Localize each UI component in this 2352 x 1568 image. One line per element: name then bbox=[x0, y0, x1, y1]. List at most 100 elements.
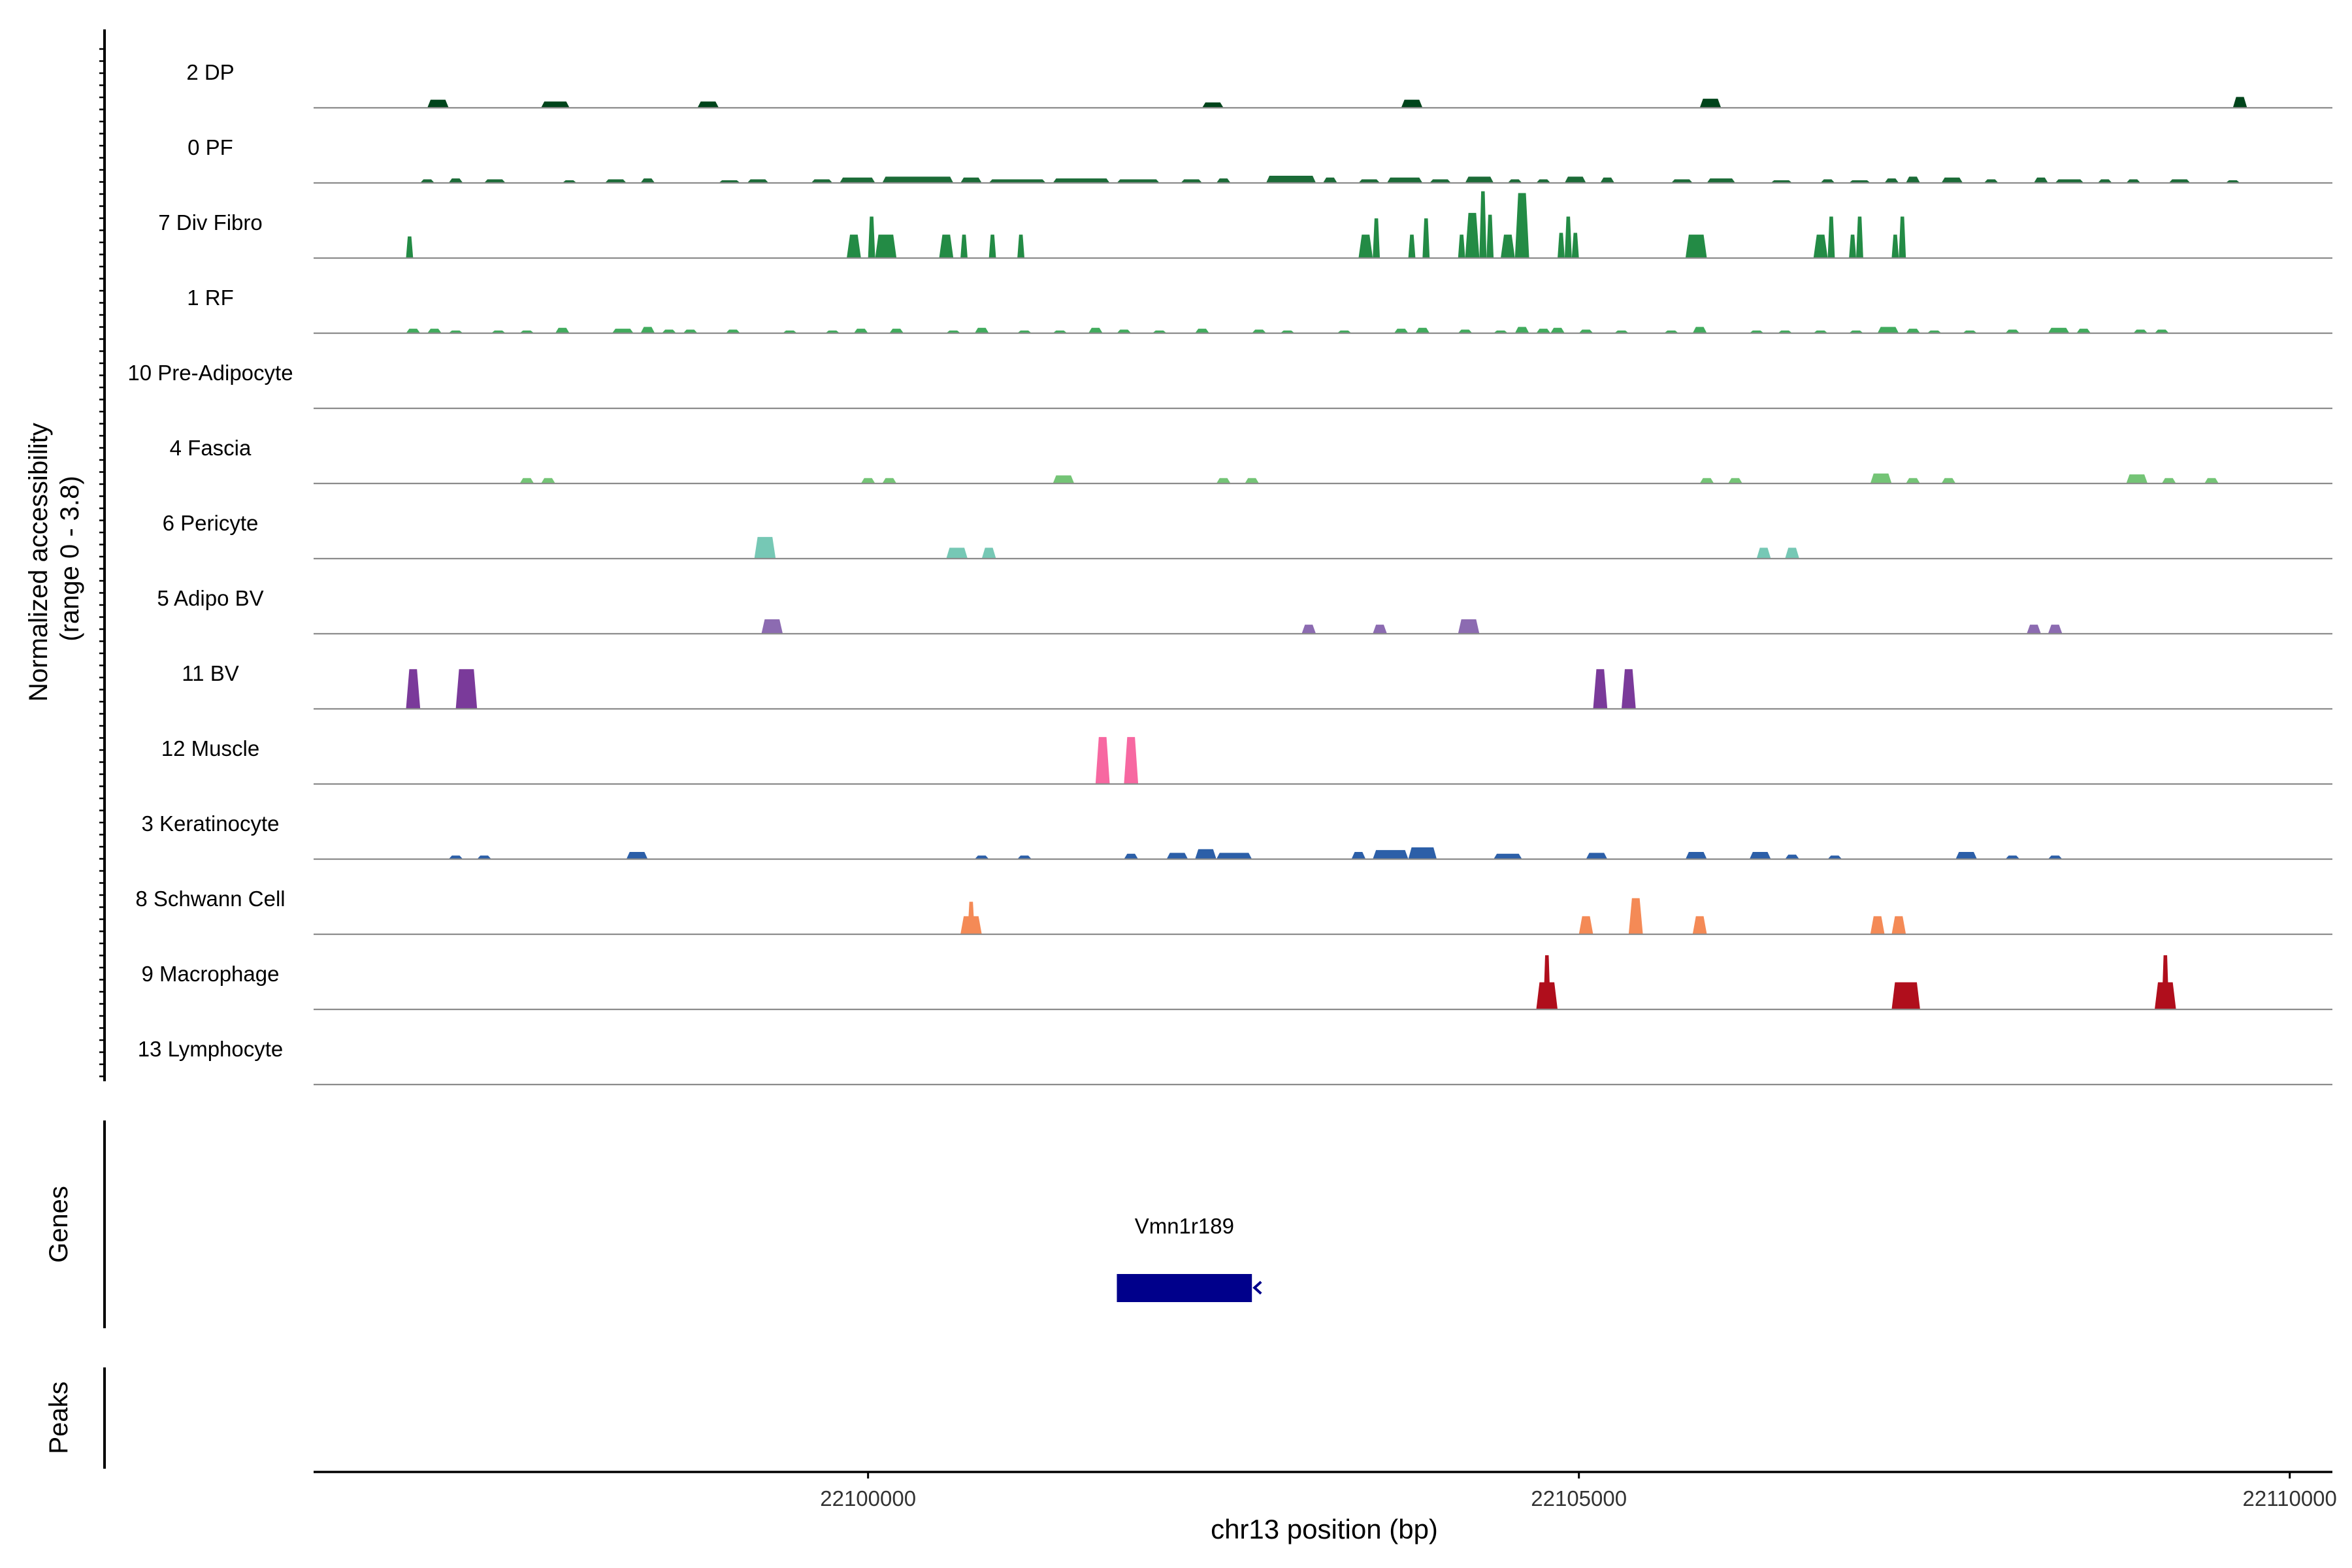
coverage-peak bbox=[455, 669, 478, 709]
coverage-peak bbox=[1053, 178, 1110, 183]
track-label: 12 Muscle bbox=[161, 736, 259, 760]
coverage-peak bbox=[889, 329, 904, 333]
coverage-peak bbox=[2232, 97, 2247, 108]
coverage-peak bbox=[1899, 216, 1906, 258]
coverage-peak bbox=[626, 851, 648, 859]
coverage-peak bbox=[1465, 212, 1480, 258]
coverage-peak bbox=[1458, 619, 1480, 634]
coverage-peak bbox=[1507, 179, 1522, 183]
coverage-peak bbox=[1877, 327, 1899, 333]
coverage-peak bbox=[974, 855, 989, 859]
coverage-peak bbox=[541, 101, 570, 108]
coverage-peak bbox=[1195, 849, 1217, 859]
coverage-peak bbox=[2168, 179, 2191, 183]
track-label: 3 Keratinocyte bbox=[142, 811, 280, 836]
gene-strand-arrow-icon bbox=[1252, 1281, 1262, 1295]
coverage-peak bbox=[1124, 853, 1139, 859]
coverage-peak bbox=[1216, 853, 1252, 859]
coverage-peak bbox=[1514, 327, 1529, 333]
coverage-peak bbox=[1486, 214, 1494, 258]
coverage-peak bbox=[1941, 177, 1963, 183]
coverage-peak bbox=[1870, 916, 1885, 934]
coverage-peak bbox=[2048, 855, 2063, 859]
track-3-keratinocyte: 3 Keratinocyte bbox=[142, 811, 2332, 860]
track-0-pf: 0 PF bbox=[188, 135, 2332, 184]
coverage-peak bbox=[1401, 99, 1423, 108]
track-1-rf: 1 RF bbox=[187, 286, 2332, 335]
coverage-peak bbox=[1501, 235, 1515, 258]
coverage-peak bbox=[1117, 329, 1132, 333]
track-label: 6 Pericyte bbox=[163, 511, 259, 535]
coverage-peak bbox=[1216, 178, 1231, 183]
coverage-peak bbox=[1550, 327, 1565, 333]
coverage-peak bbox=[1422, 218, 1430, 258]
coverage-peak bbox=[1891, 982, 1920, 1009]
coverage-peak bbox=[1578, 329, 1593, 333]
coverage-peak bbox=[427, 329, 442, 333]
coverage-peak bbox=[875, 235, 897, 258]
coverage-peak bbox=[406, 329, 421, 333]
coverage-peak bbox=[853, 329, 868, 333]
coverage-peak bbox=[2005, 329, 2020, 333]
coverage-peak bbox=[1564, 216, 1572, 258]
coverage-peak bbox=[1252, 329, 1266, 333]
coverage-peak bbox=[1571, 233, 1579, 258]
coverage-peak bbox=[1891, 235, 1899, 258]
coverage-peak bbox=[882, 478, 897, 483]
coverage-peak bbox=[1195, 329, 1209, 333]
coverage-peak bbox=[1578, 916, 1593, 934]
coverage-peak bbox=[1095, 737, 1110, 784]
x-tick-label: 22110000 bbox=[2243, 1486, 2337, 1511]
coverage-peak bbox=[1600, 177, 1615, 183]
x-axis-title: chr13 position (bp) bbox=[1211, 1514, 1438, 1544]
coverage-peak bbox=[1494, 853, 1522, 859]
coverage-y-axis-ticks bbox=[99, 48, 105, 1077]
coverage-peak bbox=[1216, 478, 1231, 483]
coverage-peak bbox=[726, 329, 740, 333]
coverage-peak bbox=[406, 236, 414, 258]
coverage-peak bbox=[1373, 850, 1409, 859]
coverage-peak bbox=[1053, 475, 1075, 483]
coverage-peak bbox=[1692, 916, 1707, 934]
coverage-peak bbox=[2048, 625, 2063, 634]
track-7-div-fibro: 7 Div Fibro bbox=[158, 191, 2332, 259]
coverage-peak bbox=[1323, 177, 1337, 183]
coverage-peak bbox=[868, 216, 875, 258]
coverage-peak bbox=[1373, 625, 1387, 634]
coverage-peak bbox=[811, 179, 833, 183]
coverage-peak bbox=[1884, 178, 1899, 183]
coverage-peak bbox=[2161, 478, 2176, 483]
coverage-peak bbox=[427, 99, 449, 108]
coverage-peak bbox=[1621, 669, 1636, 709]
coverage-peak bbox=[1558, 233, 1565, 258]
peaks-track-label: Peaks bbox=[44, 1381, 73, 1454]
coverage-peak bbox=[1117, 179, 1160, 183]
track-9-macrophage: 9 Macrophage bbox=[142, 955, 2332, 1011]
coverage-peak bbox=[1351, 851, 1366, 859]
coverage-peak bbox=[2161, 955, 2169, 1009]
coverage-peak bbox=[1586, 853, 1608, 859]
track-label: 2 DP bbox=[186, 60, 234, 84]
coverage-peak bbox=[1017, 235, 1025, 258]
coverage-peak bbox=[1124, 737, 1139, 784]
coverage-peak bbox=[1849, 235, 1857, 258]
coverage-peak bbox=[1408, 235, 1416, 258]
coverage-peak bbox=[1785, 855, 1799, 859]
coverage-peak bbox=[1415, 327, 1430, 333]
coverage-peak bbox=[640, 327, 655, 333]
coverage-peak bbox=[1813, 235, 1828, 258]
track-10-pre-adipocyte: 10 Pre-Adipocyte bbox=[127, 361, 2332, 410]
track-label: 0 PF bbox=[188, 135, 233, 159]
coverage-peak bbox=[2133, 329, 2148, 333]
coverage-peak bbox=[406, 669, 421, 709]
coverage-peak bbox=[981, 547, 996, 559]
coverage-peak bbox=[2097, 179, 2112, 183]
coverage-peak bbox=[1906, 176, 1920, 183]
coverage-peak bbox=[960, 235, 968, 258]
genes-track-label: Genes bbox=[44, 1186, 73, 1263]
coverage-peak bbox=[1386, 177, 1423, 183]
x-tick-label: 22105000 bbox=[1531, 1486, 1627, 1511]
coverage-peak bbox=[1827, 216, 1835, 258]
coverage-peak bbox=[1941, 478, 1956, 483]
